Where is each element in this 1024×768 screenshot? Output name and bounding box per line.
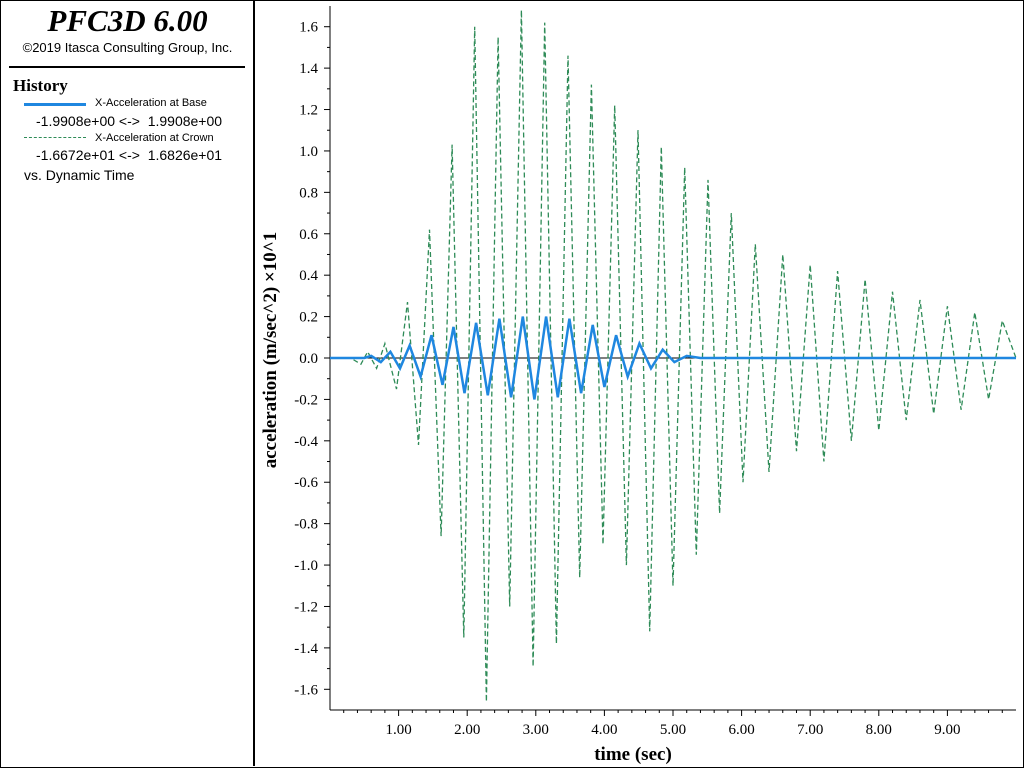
y-tick-label: -0.4 <box>294 434 318 450</box>
x-tick-label: 8.00 <box>866 722 892 738</box>
y-tick-label: 0.2 <box>299 310 318 326</box>
y-tick-label: -0.2 <box>294 392 318 408</box>
app-title: PFC3D 6.00 <box>47 3 208 38</box>
y-axis-title: acceleration (m/sec^2) ×10^1 <box>260 232 281 469</box>
y-tick-label: 0.8 <box>299 185 318 201</box>
y-tick-label: 1.0 <box>299 144 318 160</box>
x-tick-label: 9.00 <box>934 722 960 738</box>
y-tick-label: 0.0 <box>299 351 318 367</box>
copyright-text: ©2019 Itasca Consulting Group, Inc. <box>22 40 233 55</box>
chart-area: 1.00 2.00 3.00 4.00 5.00 6.00 7.00 8.00 9.00 1.6 1… <box>260 6 1017 765</box>
legend-swatch-base <box>24 103 86 106</box>
x-tick-label: 3.00 <box>523 722 549 738</box>
x-tick-label: 1.00 <box>385 722 411 738</box>
legend-swatch-crown <box>24 137 86 138</box>
y-tick-label: 1.6 <box>299 20 318 36</box>
legend-vs-label: vs. Dynamic Time <box>24 167 135 183</box>
x-axis-title: time (sec) <box>594 744 672 765</box>
legend-label-base: X-Acceleration at Base <box>95 97 207 109</box>
x-tick-label: 2.00 <box>454 722 480 738</box>
x-tick-label: 6.00 <box>728 722 754 738</box>
y-tick-label: 0.6 <box>299 227 318 243</box>
legend-panel: PFC3D 6.00 ©2019 Itasca Consulting Group… <box>0 0 255 766</box>
x-tick-label: 7.00 <box>797 722 823 738</box>
series-group <box>330 10 1017 702</box>
y-tick-label: -0.6 <box>294 475 318 491</box>
legend-range-crown: -1.6672e+01 <-> 1.6826e+01 <box>36 147 223 163</box>
legend-label-crown: X-Acceleration at Crown <box>95 132 214 144</box>
y-tick-label: 1.2 <box>299 103 318 119</box>
series-base-line <box>330 316 1016 400</box>
series-crown-line <box>330 10 1017 702</box>
legend-range-base: -1.9908e+00 <-> 1.9908e+00 <box>36 113 223 129</box>
y-tick-label: -0.8 <box>294 517 318 533</box>
tick-labels-group: 1.00 2.00 3.00 4.00 5.00 6.00 7.00 8.00 9.00 1.6 1… <box>294 20 960 738</box>
y-tick-label: -1.2 <box>294 599 318 615</box>
x-tick-label: 5.00 <box>660 722 686 738</box>
y-tick-label: -1.4 <box>294 641 318 657</box>
y-tick-label: -1.6 <box>294 682 318 698</box>
y-tick-label: -1.0 <box>294 558 318 574</box>
title-divider <box>9 66 245 68</box>
axes-group <box>324 6 1016 716</box>
y-tick-label: 0.4 <box>299 268 318 284</box>
history-heading: History <box>13 76 68 95</box>
x-tick-label: 4.00 <box>591 722 617 738</box>
y-tick-label: 1.4 <box>299 61 318 77</box>
